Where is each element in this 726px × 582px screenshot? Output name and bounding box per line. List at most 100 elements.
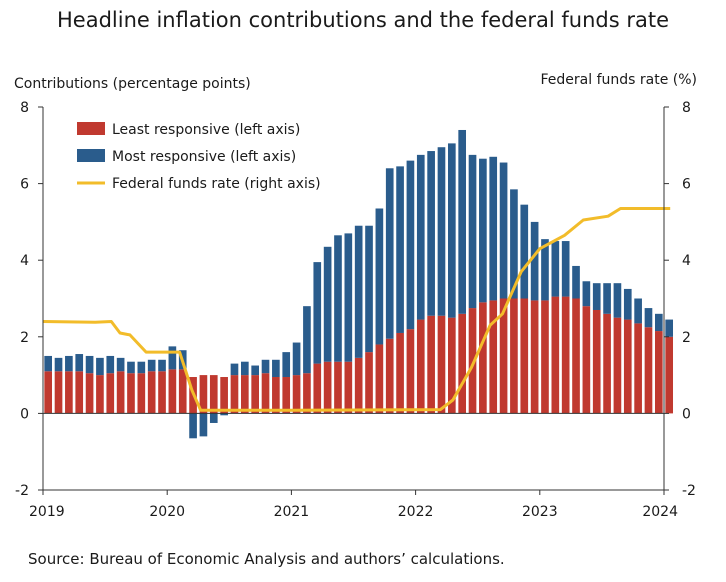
bar-most-responsive bbox=[65, 355, 73, 372]
bar-least-responsive bbox=[137, 373, 146, 414]
bar-least-responsive bbox=[303, 373, 311, 414]
bar-least-responsive bbox=[665, 336, 674, 414]
left-tick-label: 2 bbox=[20, 330, 29, 346]
x-tick-label: 2021 bbox=[274, 504, 310, 520]
bar-most-responsive bbox=[158, 359, 166, 372]
bar-least-responsive bbox=[613, 317, 622, 414]
bar-most-responsive bbox=[385, 168, 394, 339]
bar-least-responsive bbox=[106, 373, 115, 414]
bar-most-responsive bbox=[230, 363, 239, 376]
bar-most-responsive bbox=[261, 359, 270, 374]
bar-least-responsive bbox=[323, 361, 332, 414]
bar-most-responsive bbox=[344, 233, 353, 362]
bar-most-responsive bbox=[220, 413, 228, 416]
left-tick-label: 8 bbox=[20, 100, 29, 116]
bar-least-responsive bbox=[178, 369, 187, 414]
bar-most-responsive bbox=[665, 319, 674, 337]
bar-most-responsive bbox=[468, 154, 477, 309]
bar-most-responsive bbox=[572, 265, 580, 299]
bar-least-responsive bbox=[65, 371, 73, 414]
federal-funds-rate-line bbox=[42, 207, 671, 412]
bar-least-responsive bbox=[209, 375, 218, 414]
bar-least-responsive bbox=[147, 371, 156, 414]
bar-most-responsive bbox=[396, 166, 404, 333]
bar-most-responsive bbox=[127, 361, 135, 374]
bar-most-responsive bbox=[292, 342, 301, 376]
bar-most-responsive bbox=[334, 235, 342, 362]
bar-most-responsive bbox=[240, 361, 249, 376]
bar-most-responsive bbox=[510, 189, 518, 299]
bar-most-responsive bbox=[137, 361, 146, 374]
bar-least-responsive bbox=[54, 371, 63, 414]
bar-least-responsive bbox=[458, 313, 467, 414]
bar-least-responsive bbox=[551, 296, 560, 414]
bar-least-responsive bbox=[220, 377, 228, 414]
bar-most-responsive bbox=[199, 413, 208, 437]
bar-least-responsive bbox=[75, 371, 84, 414]
bar-most-responsive bbox=[313, 262, 322, 364]
bar-most-responsive bbox=[582, 281, 591, 307]
left-tick-label: -2 bbox=[15, 483, 29, 499]
bar-most-responsive bbox=[634, 298, 642, 324]
bar-least-responsive bbox=[116, 371, 125, 414]
bar-most-responsive bbox=[479, 158, 487, 303]
bar-least-responsive bbox=[572, 298, 580, 414]
bar-least-responsive bbox=[396, 332, 404, 414]
bar-most-responsive bbox=[168, 346, 177, 370]
bar-most-responsive bbox=[416, 154, 425, 320]
bar-least-responsive bbox=[240, 375, 249, 414]
bar-least-responsive bbox=[654, 331, 663, 414]
left-tick-label: 6 bbox=[20, 177, 29, 193]
bar-most-responsive bbox=[499, 162, 508, 299]
bar-most-responsive bbox=[447, 143, 456, 318]
left-tick-label: 0 bbox=[20, 406, 29, 422]
bar-least-responsive bbox=[427, 315, 435, 414]
bar-most-responsive bbox=[323, 246, 332, 362]
bar-least-responsive bbox=[541, 300, 549, 414]
bar-least-responsive bbox=[489, 300, 498, 414]
legend-label-least: Least responsive (left axis) bbox=[112, 122, 300, 138]
bar-least-responsive bbox=[230, 375, 239, 414]
bar-most-responsive bbox=[209, 413, 218, 423]
bar-most-responsive bbox=[106, 355, 115, 374]
bar-most-responsive bbox=[644, 308, 653, 328]
bar-least-responsive bbox=[313, 363, 322, 414]
bar-most-responsive bbox=[541, 239, 549, 301]
bar-least-responsive bbox=[282, 377, 291, 414]
x-tick-label: 2020 bbox=[149, 504, 185, 520]
right-tick-label: -2 bbox=[682, 483, 696, 499]
right-tick-label: 6 bbox=[682, 177, 691, 193]
bar-most-responsive bbox=[613, 283, 622, 318]
right-tick-label: 2 bbox=[682, 330, 691, 346]
bar-least-responsive bbox=[634, 323, 642, 414]
bar-least-responsive bbox=[344, 361, 353, 414]
bar-least-responsive bbox=[479, 302, 487, 414]
bar-least-responsive bbox=[623, 319, 632, 414]
bar-most-responsive bbox=[520, 204, 529, 299]
bar-most-responsive bbox=[365, 225, 373, 353]
bar-least-responsive bbox=[603, 313, 611, 414]
source-note: Source: Bureau of Economic Analysis and … bbox=[28, 550, 505, 568]
legend: Least responsive (left axis) Most respon… bbox=[77, 122, 321, 192]
bar-least-responsive bbox=[499, 298, 508, 414]
bar-least-responsive bbox=[468, 308, 477, 414]
bar-least-responsive bbox=[272, 377, 280, 414]
axes: -2 -2 0 0 2 2 4 4 6 6 8 8 2019 2020 2021 2022 2023 2024 bbox=[15, 100, 696, 520]
bar-least-responsive bbox=[561, 296, 570, 414]
bar-least-responsive bbox=[199, 375, 208, 414]
bar-most-responsive bbox=[116, 357, 125, 372]
bar-most-responsive bbox=[375, 208, 384, 345]
bar-most-responsive bbox=[189, 413, 197, 439]
bar-least-responsive bbox=[251, 375, 260, 414]
bar-least-responsive bbox=[447, 317, 456, 414]
right-tick-label: 0 bbox=[682, 406, 691, 422]
bar-most-responsive bbox=[147, 359, 156, 372]
left-tick-label: 4 bbox=[20, 253, 29, 269]
left-axis-title: Contributions (percentage points) bbox=[14, 76, 251, 92]
x-tick-label: 2022 bbox=[398, 504, 434, 520]
bar-least-responsive bbox=[354, 357, 363, 414]
bar-least-responsive bbox=[261, 373, 270, 414]
bar-most-responsive bbox=[623, 288, 632, 320]
bar-least-responsive bbox=[292, 375, 301, 414]
bar-most-responsive bbox=[592, 283, 601, 310]
